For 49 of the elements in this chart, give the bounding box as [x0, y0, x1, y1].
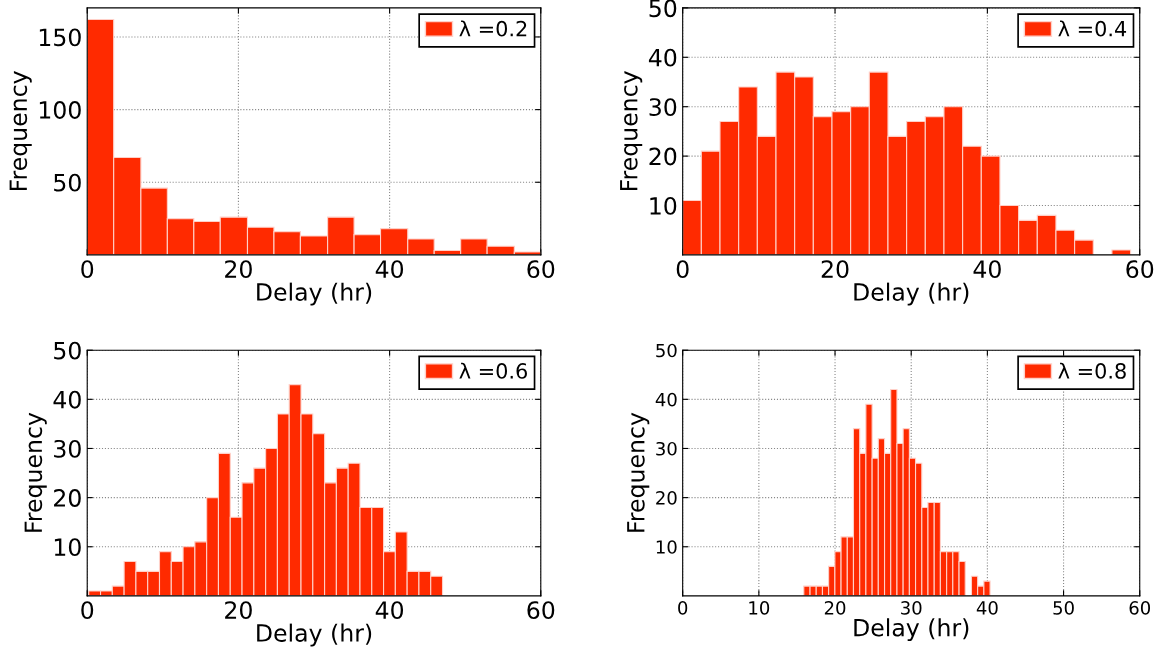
x-tick-label: 60: [527, 260, 555, 279]
x-tick-label: 20: [225, 260, 252, 279]
y-tick-label: 10: [650, 196, 677, 215]
y-tick-label: 40: [648, 48, 677, 67]
y-tick-label: 30: [656, 441, 677, 456]
x-tick-label: 50: [1053, 601, 1074, 615]
legend-label: λ =0.2: [459, 20, 527, 37]
x-axis-title: Delay (hr): [257, 623, 372, 647]
y-tick-label: 100: [39, 101, 81, 119]
x-tick-label: 40: [976, 601, 998, 615]
x-tick-label: 60: [1129, 601, 1151, 615]
legend-label: λ =0.6: [459, 362, 527, 379]
y-axis-title: Frequency: [24, 412, 47, 532]
x-tick-label: 30: [901, 601, 922, 615]
x-tick-label: 40: [375, 260, 404, 279]
x-tick-label: 20: [821, 260, 849, 279]
y-axis-title: Frequency: [627, 412, 650, 532]
x-tick-label: 20: [225, 601, 252, 620]
y-tick-label: 20: [649, 147, 677, 166]
legend-label: λ =0.4: [1058, 20, 1127, 37]
y-tick-label: 20: [54, 489, 81, 507]
x-tick-label: 40: [973, 260, 1001, 279]
x-tick-label: 0: [81, 601, 94, 620]
y-tick-label: 50: [649, 0, 677, 18]
y-tick-label: 40: [53, 390, 81, 409]
x-axis-title: Delay (hr): [257, 282, 372, 306]
x-axis-title: Delay (hr): [854, 618, 969, 642]
x-tick-label: 40: [375, 601, 404, 620]
y-axis-title: Frequency: [9, 71, 32, 191]
x-tick-label: 60: [1126, 260, 1154, 279]
x-tick-label: 10: [749, 601, 770, 615]
legend-label: λ =0.8: [1058, 362, 1126, 379]
y-tick-label: 150: [39, 28, 81, 47]
y-tick-label: 20: [656, 491, 677, 505]
x-tick-label: 0: [678, 601, 688, 615]
y-axis-title: Frequency: [620, 71, 643, 191]
x-axis-title: Delay (hr): [854, 282, 969, 306]
y-tick-label: 30: [649, 98, 677, 116]
x-tick-label: 20: [824, 601, 846, 615]
y-tick-label: 10: [54, 538, 81, 557]
x-tick-label: 0: [81, 260, 94, 279]
y-tick-label: 30: [54, 439, 81, 458]
x-tick-label: 0: [676, 260, 689, 279]
y-tick-label: 10: [656, 540, 677, 554]
y-tick-label: 40: [655, 392, 677, 407]
y-tick-label: 50: [54, 173, 81, 192]
y-tick-label: 50: [54, 341, 81, 360]
y-tick-label: 50: [656, 343, 677, 358]
x-tick-label: 60: [527, 601, 555, 620]
